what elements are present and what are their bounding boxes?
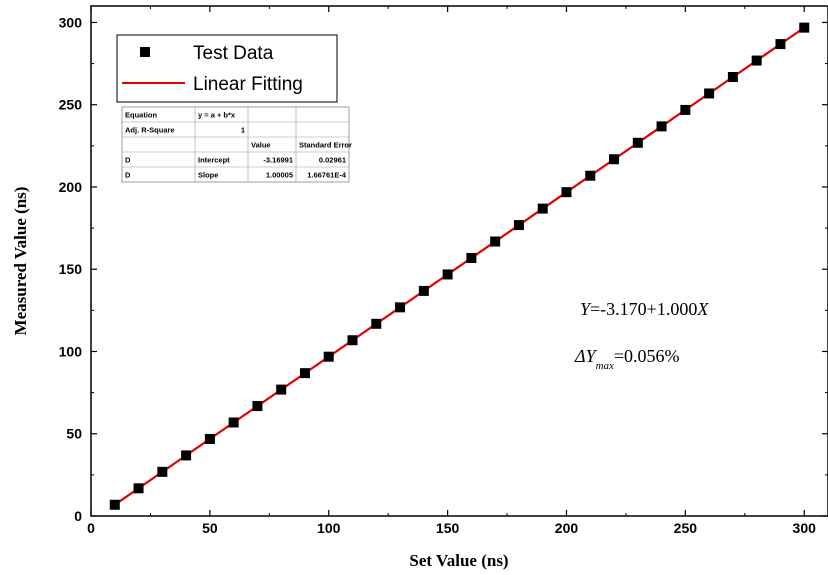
x-tick-label: 150 [436, 520, 460, 536]
fit-table-cell: Value [251, 141, 271, 150]
delta-y-symbol: ΔY [574, 346, 598, 366]
data-point [109, 499, 120, 510]
data-point [632, 137, 643, 148]
max-deviation-annotation: ΔYmax=0.056% [574, 346, 680, 372]
y-tick-label: 200 [59, 179, 83, 195]
y-tick-label: 50 [66, 426, 82, 442]
equation-y-symbol: Y [580, 299, 592, 319]
data-point [656, 121, 667, 132]
y-tick-label: 0 [74, 508, 82, 524]
x-tick-label: 100 [317, 520, 341, 536]
equation-coefficients: =-3.170+1.000 [590, 299, 697, 319]
legend-label-test-data: Test Data [193, 43, 274, 64]
data-point [775, 39, 786, 50]
fit-table-cell: y = a + b*x [198, 111, 236, 120]
data-point [204, 433, 215, 444]
fit-table-cell: -3.16991 [263, 156, 293, 165]
fit-table-cell: Slope [198, 171, 218, 180]
data-point [727, 72, 738, 83]
data-point [466, 252, 477, 263]
data-point [704, 88, 715, 99]
y-tick-label: 250 [59, 97, 83, 113]
data-point [513, 220, 524, 231]
y-tick-label: 150 [59, 261, 83, 277]
x-tick-label: 50 [202, 520, 218, 536]
y-tick-label: 100 [59, 343, 83, 359]
data-point [395, 302, 406, 313]
equation-x-symbol: X [696, 299, 709, 319]
data-point [276, 384, 287, 395]
data-point [609, 154, 620, 165]
x-tick-label: 250 [674, 520, 698, 536]
data-point [299, 368, 310, 379]
fit-table-cell: Equation [125, 111, 157, 120]
data-point [442, 269, 453, 280]
tick-labels: 0 50 100 150 200 250 300 0 50 100 150 200 250 300 [59, 14, 816, 536]
fit-table-cell: 0.02961 [319, 156, 346, 165]
fit-table-cell: 1.00005 [266, 171, 293, 180]
data-point [252, 401, 263, 412]
data-point [561, 187, 572, 198]
axis-ticks [90, 6, 828, 517]
fit-table-cell: D [125, 171, 131, 180]
data-point [133, 483, 144, 494]
y-axis-title: Measured Value (ns) [11, 187, 30, 336]
delta-value: =0.056% [614, 346, 680, 366]
data-point [418, 285, 429, 296]
data-point [323, 351, 334, 362]
data-point [228, 417, 239, 428]
legend-marker-test-data [140, 47, 150, 57]
data-point [181, 450, 192, 461]
fit-table-cell: Intercept [198, 156, 230, 165]
data-point [585, 170, 596, 181]
fit-table-cell: Standard Error [299, 141, 352, 150]
data-point [347, 335, 358, 346]
fit-equation-annotation: Y=-3.170+1.000X [580, 299, 709, 319]
x-tick-label: 300 [793, 520, 817, 536]
y-tick-label: 300 [59, 14, 83, 30]
data-point [371, 318, 382, 329]
legend-box [116, 34, 338, 103]
data-point [537, 203, 548, 214]
data-point [157, 466, 168, 477]
fit-table-cell: 1 [241, 126, 245, 135]
data-point [680, 104, 691, 115]
fit-results-table: Equation y = a + b*x Adj. R-Square 1 Value St… [121, 106, 352, 183]
data-point [490, 236, 501, 247]
x-tick-label: 200 [555, 520, 579, 536]
fit-table-cell: D [125, 156, 131, 165]
legend: Test Data Linear Fitting [116, 34, 338, 103]
legend-label-linear-fitting: Linear Fitting [193, 74, 303, 95]
x-tick-label: 0 [87, 520, 95, 536]
delta-subscript: max [596, 360, 614, 372]
fit-table-cell: Adj. R-Square [125, 126, 175, 135]
plot-frame [90, 5, 828, 517]
data-point [751, 55, 762, 66]
x-axis-title: Set Value (ns) [409, 551, 508, 570]
fit-table-cell: 1.66761E-4 [307, 171, 347, 180]
test-data-series [109, 22, 810, 510]
fit-table-frame [121, 106, 350, 183]
data-point [799, 22, 810, 33]
